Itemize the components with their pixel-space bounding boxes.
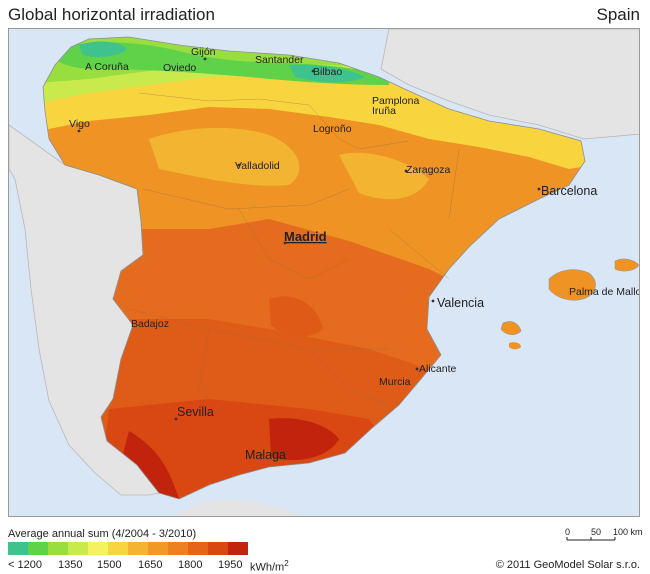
city-logrono: Logroño (313, 123, 352, 135)
spain-outline (42, 36, 586, 500)
legend-tick-1500: 1500 (97, 559, 122, 571)
legend-swatch-4 (88, 542, 108, 555)
city-barcelona: Barcelona (541, 184, 597, 198)
city-sevilla: Sevilla (177, 405, 214, 419)
legend-ticks: < 1200 1350 1500 1650 1800 1950 kWh/m2 (0, 559, 300, 574)
legend-swatch-7 (148, 542, 168, 555)
formentera-island (509, 342, 521, 350)
city-madrid: Madrid (284, 229, 327, 244)
scale-bar-graphic (566, 537, 616, 541)
scale-end: 100 km (613, 527, 643, 537)
legend-swatch-3 (68, 542, 88, 555)
city-oviedo: Oviedo (163, 62, 196, 74)
country-label: Spain (596, 5, 640, 24)
city-markers (77, 57, 541, 457)
legend-tick-1650: 1650 (138, 559, 163, 571)
legend-swatch-0 (8, 542, 28, 555)
city-bilbao: Bilbao (313, 66, 342, 78)
menorca-island (614, 258, 639, 272)
copyright: © 2011 GeoModel Solar s.r.o. (495, 559, 640, 571)
map-canvas: Gijón Santander Bilbao A Coruña Oviedo V… (9, 29, 640, 516)
legend-tick-1200: < 1200 (8, 559, 42, 571)
legend-tick-1350: 1350 (58, 559, 83, 571)
france-land (380, 29, 639, 140)
city-badajoz: Badajoz (131, 318, 169, 330)
city-valencia: Valencia (437, 296, 484, 310)
legend-swatch-10 (208, 542, 228, 555)
city-pamplona: Pamplona (372, 95, 419, 107)
city-alicante: Alicante (419, 363, 457, 375)
legend-unit: kWh/m2 (250, 559, 289, 574)
city-malaga: Malaga (245, 448, 286, 462)
legend-swatch-5 (108, 542, 128, 555)
city-palma-de-mallorca: Palma de Mallorca (569, 286, 640, 298)
legend-color-bar (8, 542, 248, 555)
legend-tick-1950: 1950 (218, 559, 243, 571)
map-title: Global horizontal irradiation (8, 5, 215, 24)
scale-mid: 50 (591, 527, 602, 537)
city-valladolid: Valladolid (235, 160, 280, 172)
scale-zero: 0 (565, 527, 571, 537)
scale-bar: 0 50 100 km (565, 527, 645, 547)
legend-caption: Average annual sum (4/2004 - 3/2010) (8, 528, 197, 540)
legend-swatch-8 (168, 542, 188, 555)
irradiation-map[interactable]: Gijón Santander Bilbao A Coruña Oviedo V… (8, 28, 640, 517)
legend-swatch-11 (228, 542, 248, 555)
city-zaragoza: Zaragoza (406, 164, 451, 176)
city-iruna: Iruña (372, 105, 396, 117)
region-borders (128, 92, 460, 420)
mallorca-island (548, 269, 596, 301)
legend-swatch-1 (28, 542, 48, 555)
legend-swatch-6 (128, 542, 148, 555)
legend-swatch-2 (48, 542, 68, 555)
city-santander: Santander (255, 54, 304, 66)
africa-land (173, 499, 304, 516)
city-murcia: Murcia (379, 376, 411, 388)
city-gijon: Gijón (191, 46, 216, 58)
legend-tick-1800: 1800 (178, 559, 203, 571)
ibiza-island (500, 321, 522, 335)
legend-swatch-9 (188, 542, 208, 555)
city-vigo: Vigo (69, 118, 90, 130)
city-a-coruna: A Coruña (85, 61, 129, 73)
